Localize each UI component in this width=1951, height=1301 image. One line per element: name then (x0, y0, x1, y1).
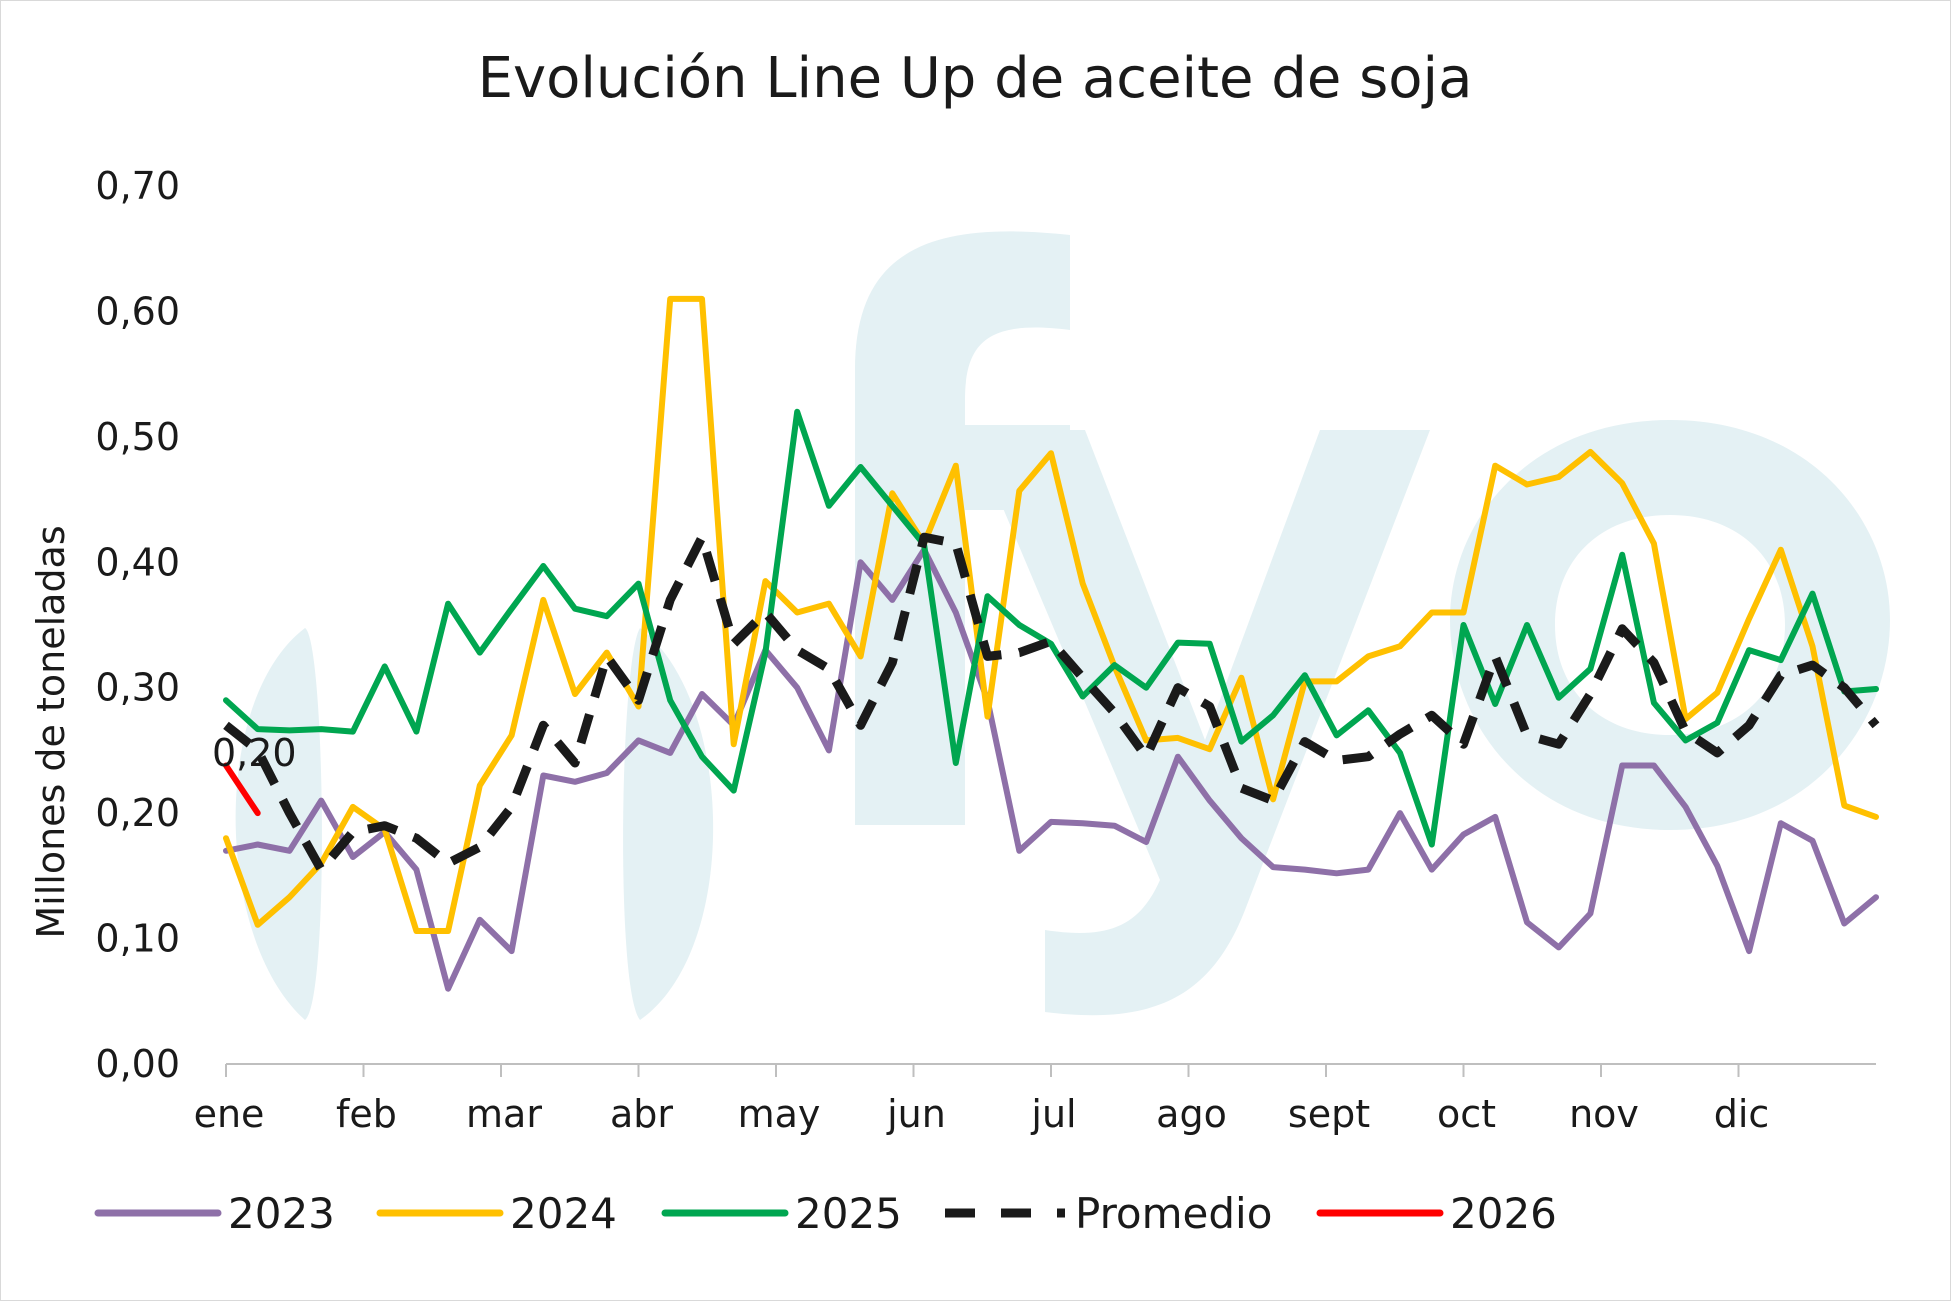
y-axis-title: Millones de toneladas (29, 525, 73, 938)
y-tick-label: 0,50 (95, 415, 180, 459)
chart-title: Evolución Line Up de aceite de soja (478, 46, 1473, 111)
x-tick-label: jun (886, 1092, 946, 1136)
x-tick-label: ago (1156, 1092, 1227, 1136)
series-line-2026 (223, 762, 261, 817)
y-axis-ticks: 0,00 0,10 0,20 0,30 0,40 0,50 0,60 0,70 (95, 164, 180, 1086)
x-tick-label: abr (610, 1092, 673, 1136)
x-axis: ene feb mar abr may jun jul ago sept oct nov dic (194, 1063, 1876, 1136)
watermark-letter-y (970, 430, 1430, 1016)
y-tick-label: 0,00 (95, 1042, 180, 1086)
x-tick-label: may (738, 1092, 821, 1136)
legend: 2023 2024 2025 Promedio 2026 (94, 1189, 1557, 1238)
y-tick-label: 0,40 (95, 540, 180, 584)
legend-label-2023: 2023 (228, 1189, 335, 1238)
watermark-letter-o-left-right (623, 628, 714, 1020)
legend-label-2025: 2025 (795, 1189, 902, 1238)
x-tick-label: oct (1437, 1092, 1496, 1136)
x-tick-label: dic (1714, 1092, 1770, 1136)
y-tick-label: 0,70 (95, 164, 180, 208)
data-label-2026: 0,20 (212, 731, 297, 775)
x-tick-label: jul (1030, 1092, 1076, 1136)
series-line-2024 (223, 295, 1879, 934)
x-tick-label: sept (1288, 1092, 1370, 1136)
x-tick-label: mar (466, 1092, 542, 1136)
x-tick-label: feb (336, 1092, 397, 1136)
point-labels: 0,20 (212, 731, 297, 775)
y-tick-label: 0,60 (95, 289, 180, 333)
series-line-2023 (223, 546, 1879, 992)
y-tick-label: 0,10 (95, 917, 180, 961)
y-tick-label: 0,30 (95, 666, 180, 710)
series-layer (223, 295, 1880, 992)
legend-label-promedio: Promedio (1075, 1189, 1272, 1238)
watermark-letter-o-right (1450, 420, 1890, 830)
legend-label-2024: 2024 (510, 1189, 617, 1238)
x-tick-label: ene (194, 1092, 265, 1136)
y-tick-label: 0,20 (95, 791, 180, 835)
watermark-logo (235, 231, 1890, 1020)
x-tick-label: nov (1569, 1092, 1639, 1136)
legend-label-2026: 2026 (1450, 1189, 1557, 1238)
series-line-2025 (223, 408, 1879, 848)
series-line-promedio (223, 532, 1880, 875)
